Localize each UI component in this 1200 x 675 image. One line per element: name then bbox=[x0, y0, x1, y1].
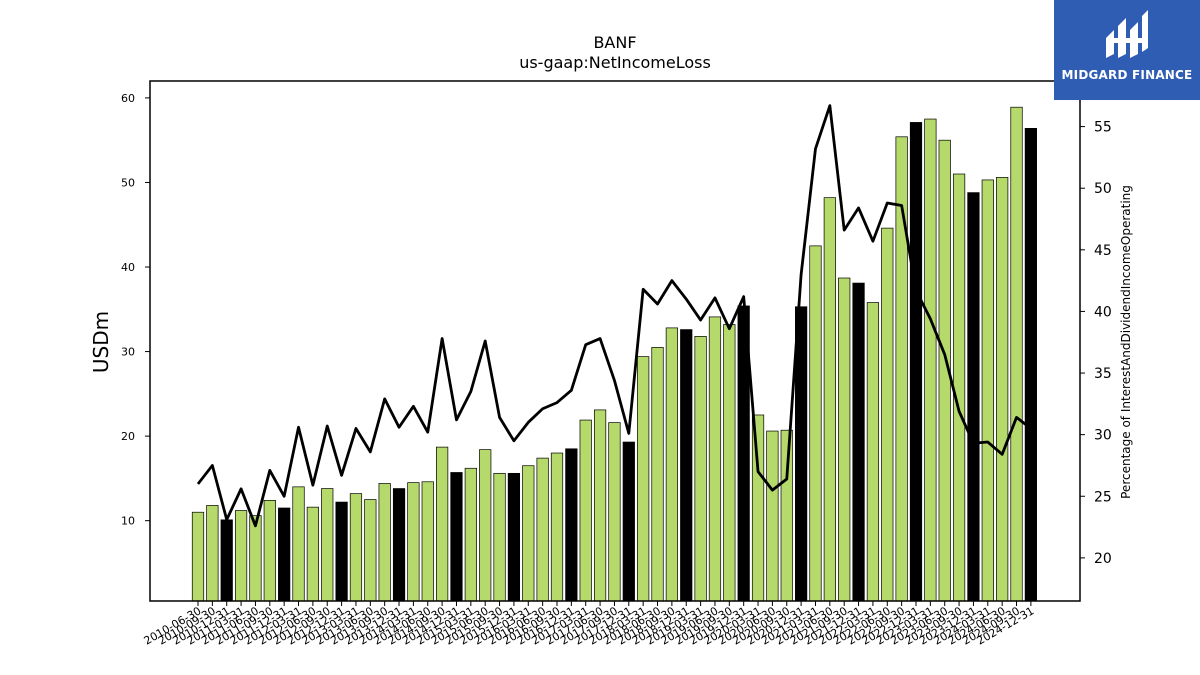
y2-tick-label: 45 bbox=[1094, 243, 1112, 259]
bar-2015-12-31 bbox=[507, 472, 521, 602]
bar-2023-09-30 bbox=[952, 173, 966, 602]
bar-2018-03-31 bbox=[637, 356, 650, 602]
bar-2024-03-31 bbox=[981, 179, 994, 602]
y2-tick-label: 40 bbox=[1094, 304, 1112, 320]
bar-2012-12-31 bbox=[335, 501, 348, 602]
midgard-logo-icon bbox=[1106, 10, 1148, 58]
bar-2021-06-30 bbox=[823, 197, 836, 602]
bar-2018-09-30 bbox=[665, 327, 678, 602]
bar-2023-03-31 bbox=[924, 118, 937, 602]
bar-2022-03-31 bbox=[866, 302, 880, 602]
bar-2024-06-30 bbox=[996, 177, 1009, 602]
bar-2013-09-30 bbox=[378, 483, 391, 602]
y-tick-label: 60 bbox=[121, 92, 135, 105]
bar-2018-12-31 bbox=[680, 329, 693, 602]
y-axis-label: USDm bbox=[89, 311, 113, 373]
bar-2010-06-30 bbox=[191, 511, 205, 602]
bar-2019-06-30 bbox=[708, 316, 722, 602]
bar-2011-09-30 bbox=[263, 500, 276, 602]
bar-2014-06-30 bbox=[421, 481, 434, 602]
y-tick-label: 30 bbox=[121, 346, 135, 359]
bar-2011-12-31 bbox=[278, 507, 291, 602]
bar-2016-09-30 bbox=[550, 452, 564, 602]
bar-2017-09-30 bbox=[608, 422, 621, 602]
y2-tick-label: 20 bbox=[1094, 551, 1112, 567]
bar-2020-06-30 bbox=[766, 430, 779, 602]
bar-series bbox=[191, 106, 1037, 602]
chart-subtitle: us-gaap:NetIncomeLoss bbox=[519, 53, 711, 72]
chart-title: BANF bbox=[593, 33, 636, 52]
right-y-axis: 20 25 30 35 40 45 50 55 bbox=[1080, 120, 1112, 567]
bar-2012-03-31 bbox=[292, 486, 305, 602]
bar-2010-09-30 bbox=[206, 505, 219, 602]
bar-2015-09-30 bbox=[493, 472, 506, 602]
x-axis: 2010-06-302010-09-302010-12-312011-03-31… bbox=[142, 601, 1036, 648]
bar-2020-09-30 bbox=[780, 429, 793, 602]
bar-2012-06-30 bbox=[306, 506, 319, 602]
bar-2015-03-31 bbox=[464, 467, 477, 602]
y-tick-label: 50 bbox=[121, 176, 135, 189]
bar-2013-12-31 bbox=[392, 488, 406, 602]
bar-2013-06-30 bbox=[364, 499, 377, 602]
bar-2019-03-31 bbox=[694, 336, 707, 602]
left-y-axis: 10 20 30 40 50 60 bbox=[121, 92, 150, 528]
bar-2024-12-31 bbox=[1024, 128, 1037, 602]
bar-2014-12-31 bbox=[450, 472, 463, 602]
bar-2011-06-30 bbox=[249, 515, 262, 602]
bar-2010-12-31 bbox=[220, 519, 233, 602]
bar-2021-12-31 bbox=[852, 282, 865, 602]
y2-tick-label: 25 bbox=[1094, 489, 1112, 505]
bar-2014-09-30 bbox=[436, 446, 449, 602]
plot-frame bbox=[149, 80, 1081, 602]
bar-2020-03-31 bbox=[751, 414, 765, 602]
bar-2014-03-31 bbox=[407, 482, 420, 602]
bar-2017-06-30 bbox=[593, 409, 607, 602]
bar-2019-09-30 bbox=[723, 324, 736, 602]
y-tick-label: 40 bbox=[121, 261, 135, 274]
bar-2011-03-31 bbox=[234, 510, 248, 602]
y2-tick-label: 35 bbox=[1094, 366, 1112, 382]
brand-name: MIDGARD FINANCE bbox=[1061, 68, 1193, 82]
bar-2022-06-30 bbox=[881, 227, 894, 602]
y2-tick-label: 50 bbox=[1094, 181, 1112, 197]
bar-2017-03-31 bbox=[579, 419, 592, 602]
bar-2016-03-31 bbox=[522, 465, 535, 602]
bar-2012-09-30 bbox=[321, 488, 334, 602]
y-tick-label: 20 bbox=[121, 430, 135, 443]
bar-2021-03-31 bbox=[809, 245, 822, 602]
bar-2016-06-30 bbox=[536, 457, 549, 602]
bar-2017-12-31 bbox=[622, 441, 635, 602]
y-tick-label: 10 bbox=[121, 515, 135, 528]
y2-tick-label: 55 bbox=[1094, 120, 1112, 136]
bar-2018-06-30 bbox=[651, 346, 664, 602]
bar-2022-12-31 bbox=[909, 122, 923, 602]
bar-2024-09-30 bbox=[1010, 106, 1023, 602]
bar-2013-03-31 bbox=[349, 493, 363, 602]
bar-2015-06-30 bbox=[479, 449, 492, 602]
bar-2021-09-30 bbox=[838, 277, 851, 602]
y2-tick-label: 30 bbox=[1094, 428, 1112, 444]
bar-2016-12-31 bbox=[565, 448, 578, 602]
percentage-line bbox=[196, 104, 1032, 528]
y2-axis-label: Percentage of InterestAndDividendIncomeO… bbox=[1119, 185, 1133, 499]
brand-logo: MIDGARD FINANCE bbox=[1054, 0, 1200, 100]
bar-2023-12-31 bbox=[967, 192, 980, 602]
line-series bbox=[196, 104, 1032, 528]
